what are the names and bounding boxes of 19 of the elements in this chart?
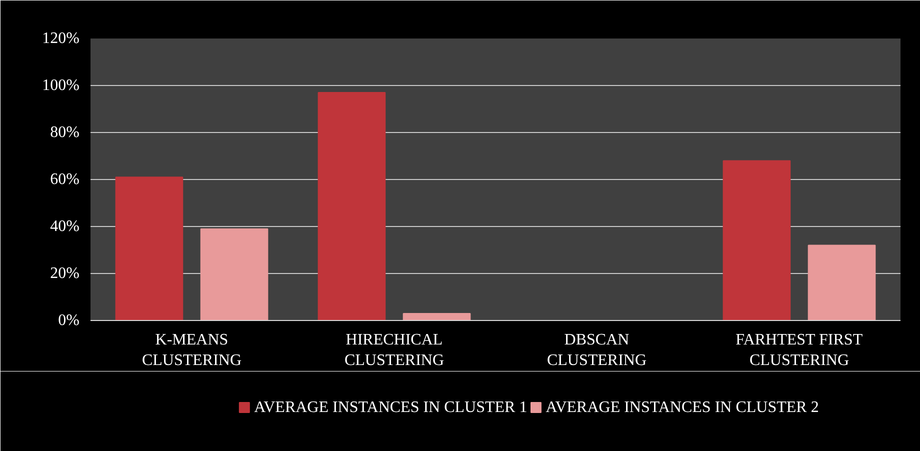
- y-tick-label: 0%: [58, 312, 80, 329]
- x-tick-label: K-MEANS CLUSTERING: [142, 332, 242, 369]
- y-tick-label: 60%: [50, 171, 80, 188]
- bar: [318, 92, 386, 320]
- bar: [402, 312, 471, 320]
- y-tick-label: 120%: [42, 30, 80, 47]
- y-tick-label: 20%: [50, 265, 80, 282]
- x-tick-label: DBSCAN CLUSTERING: [546, 332, 647, 369]
- bar: [200, 228, 268, 320]
- legend-label: AVERAGE INSTANCES IN CLUSTER 2: [546, 399, 819, 416]
- x-tick-label: HIRECHICAL CLUSTERING: [344, 332, 444, 369]
- y-tick-label: 80%: [50, 124, 80, 141]
- bar: [115, 176, 184, 320]
- bar: [722, 160, 791, 320]
- bar: [808, 244, 876, 320]
- y-tick-label: 40%: [50, 218, 80, 235]
- y-tick-label: 100%: [42, 77, 80, 94]
- x-tick-label: FARHTEST FIRST CLUSTERING: [736, 332, 863, 369]
- legend-label: AVERAGE INSTANCES IN CLUSTER 1: [254, 399, 528, 416]
